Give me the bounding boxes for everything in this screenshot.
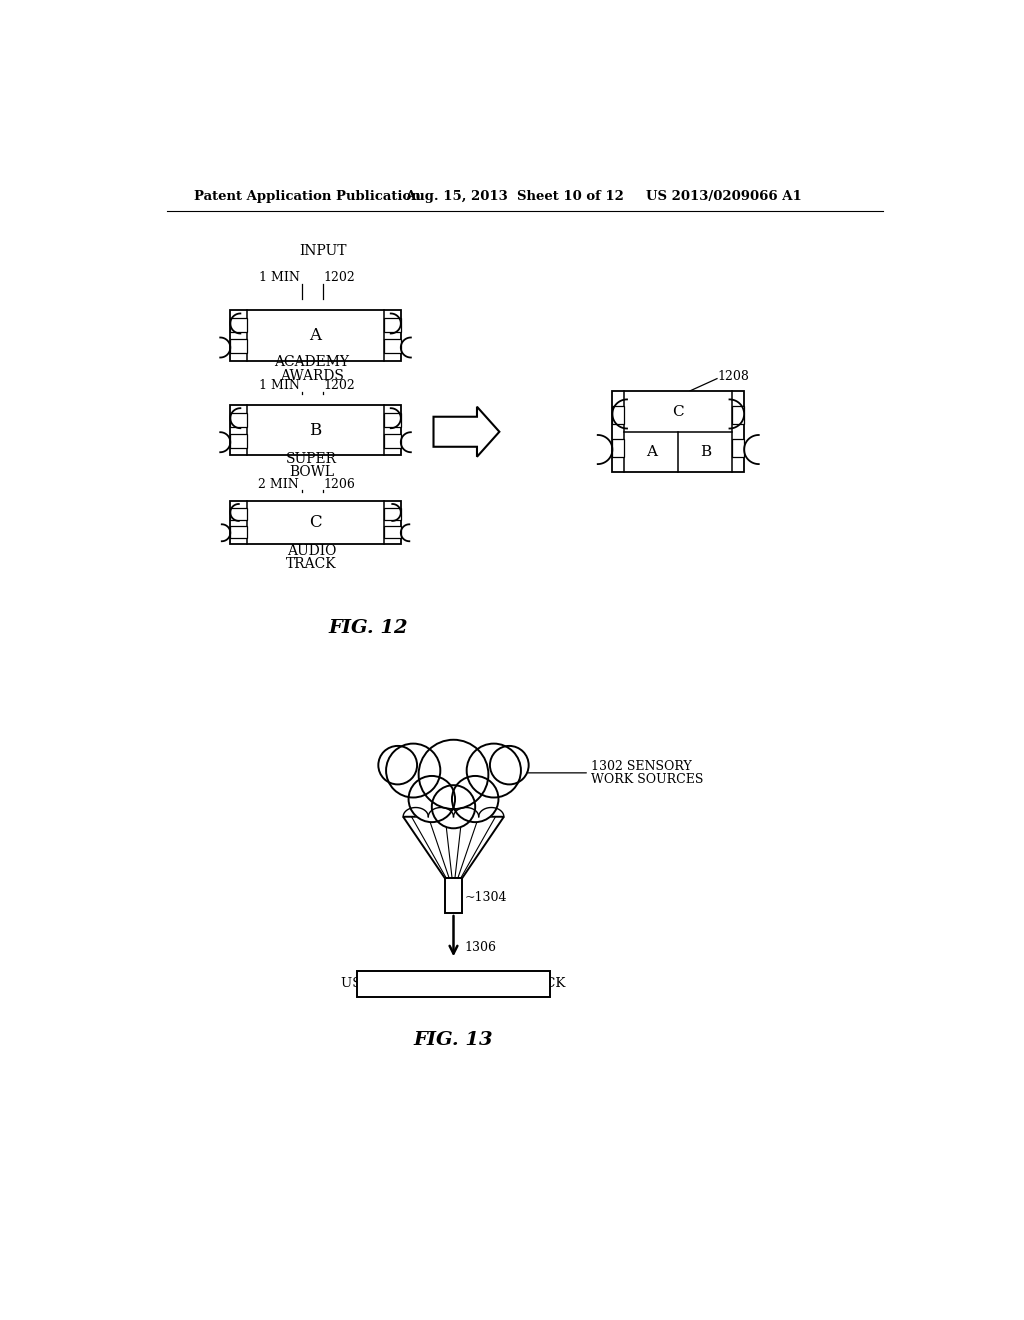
Text: Patent Application Publication: Patent Application Publication [194,190,421,203]
Circle shape [386,743,440,797]
Text: AUDIO: AUDIO [287,544,336,558]
Text: ACADEMY: ACADEMY [274,355,349,370]
Text: USER-CONTROLLED PLAYBACK: USER-CONTROLLED PLAYBACK [341,977,565,990]
Bar [612,407,625,424]
Text: 1206: 1206 [324,478,355,491]
Polygon shape [445,878,462,913]
Text: 1 MIN: 1 MIN [259,271,300,284]
Polygon shape [403,817,504,878]
Text: Aug. 15, 2013  Sheet 10 of 12: Aug. 15, 2013 Sheet 10 of 12 [406,190,625,203]
Circle shape [378,746,417,784]
Text: INPUT: INPUT [300,244,347,257]
Text: B: B [699,445,711,459]
Bar [230,525,248,537]
Bar [612,391,744,473]
Bar [384,508,400,520]
Text: 2 MIN: 2 MIN [258,478,299,491]
Text: 1 MIN: 1 MIN [259,379,300,392]
Circle shape [467,743,521,797]
Bar [230,508,248,520]
Text: SUPER: SUPER [286,451,337,466]
Bar [384,339,400,354]
Bar [612,440,625,457]
Polygon shape [433,407,500,457]
Text: B: B [309,421,322,438]
Text: 1306: 1306 [464,941,497,954]
Bar [230,413,248,426]
Bar [384,525,400,537]
Text: C: C [309,513,322,531]
Text: AWARDS: AWARDS [280,368,344,383]
Text: BOWL: BOWL [289,465,334,479]
Text: 1208: 1208 [717,370,749,383]
Bar [230,502,400,544]
Bar [230,318,248,331]
Text: A: A [646,445,656,459]
Text: C: C [673,404,684,418]
Bar [384,318,400,331]
Bar [230,405,400,455]
Bar [732,440,744,457]
Bar [230,434,248,447]
Circle shape [432,785,475,829]
Circle shape [419,739,488,809]
Circle shape [452,776,499,822]
Bar [732,407,744,424]
Text: ~1304: ~1304 [464,891,507,904]
Text: 1202: 1202 [324,379,355,392]
Bar [230,339,248,354]
Text: WORK SOURCES: WORK SOURCES [592,772,703,785]
Text: FIG. 13: FIG. 13 [414,1031,494,1049]
Text: A: A [309,327,322,345]
Circle shape [489,746,528,784]
Text: US 2013/0209066 A1: US 2013/0209066 A1 [646,190,802,203]
Bar [357,970,550,997]
Bar [230,310,400,360]
Circle shape [409,776,455,822]
Text: TRACK: TRACK [287,557,337,572]
Bar [384,413,400,426]
Text: 1202: 1202 [324,271,355,284]
Text: 1302 SENSORY: 1302 SENSORY [592,760,692,774]
Text: FIG. 12: FIG. 12 [329,619,408,638]
Bar [384,434,400,447]
